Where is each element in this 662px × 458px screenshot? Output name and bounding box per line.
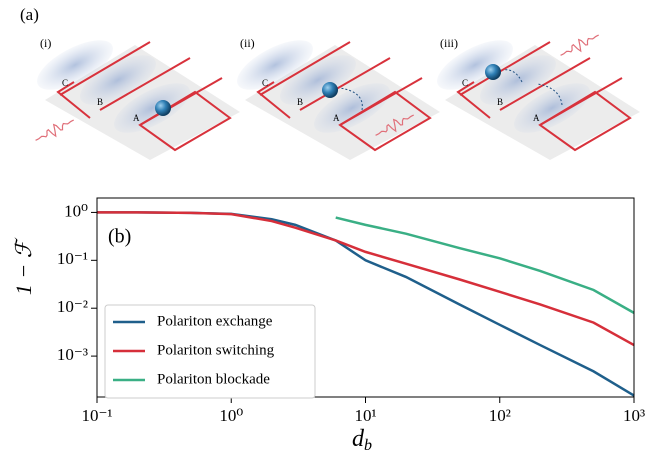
legend-label: Polariton switching xyxy=(157,342,275,358)
x-tick-label: 10⁻¹ xyxy=(81,406,112,425)
node-label: A xyxy=(133,113,140,123)
x-tick-label: 10⁰ xyxy=(219,406,243,425)
subpanel-label: (iii) xyxy=(440,36,458,50)
node-label: C xyxy=(62,78,68,88)
node-label: A xyxy=(533,113,540,123)
sketch: (i) C B A xyxy=(30,30,240,160)
y-axis-label: 1 − ℱ xyxy=(11,237,36,295)
excitation xyxy=(322,82,338,98)
x-tick-label: 10² xyxy=(489,406,511,425)
node-label: B xyxy=(97,97,103,107)
node-label: B xyxy=(297,97,303,107)
x-axis-label: db xyxy=(352,426,372,454)
excitation xyxy=(485,64,501,80)
legend-label: Polariton exchange xyxy=(157,313,273,329)
excitation xyxy=(155,100,171,116)
node-label: A xyxy=(333,113,340,123)
x-tick-label: 10¹ xyxy=(354,406,376,425)
photon xyxy=(33,115,76,145)
y-tick-label: 10⁻² xyxy=(57,297,88,316)
panel-a-label: (a) xyxy=(20,5,39,24)
sketch: (iii) C B A xyxy=(430,30,640,160)
y-tick-label: 10⁻³ xyxy=(57,345,88,364)
x-label-sub: b xyxy=(364,437,372,454)
node-label: C xyxy=(462,78,468,88)
sketch: (ii) C B A xyxy=(230,30,440,160)
x-tick-label: 10³ xyxy=(623,406,645,425)
subpanel-label: (i) xyxy=(40,36,51,50)
legend-label: Polariton blockade xyxy=(157,371,270,387)
figure: (a) (i) C B A (ii) C B A (iii) C B A 10⁻¹ 10⁰ 10¹ 10² 1… xyxy=(0,0,662,458)
subpanel-label: (ii) xyxy=(240,36,255,50)
y-tick-label: 10⁰ xyxy=(64,201,88,220)
panel-b-label: (b) xyxy=(108,226,131,248)
node-label: B xyxy=(497,97,503,107)
node-label: C xyxy=(262,78,268,88)
photon xyxy=(558,30,601,60)
y-tick-label: 10⁻¹ xyxy=(57,249,88,268)
